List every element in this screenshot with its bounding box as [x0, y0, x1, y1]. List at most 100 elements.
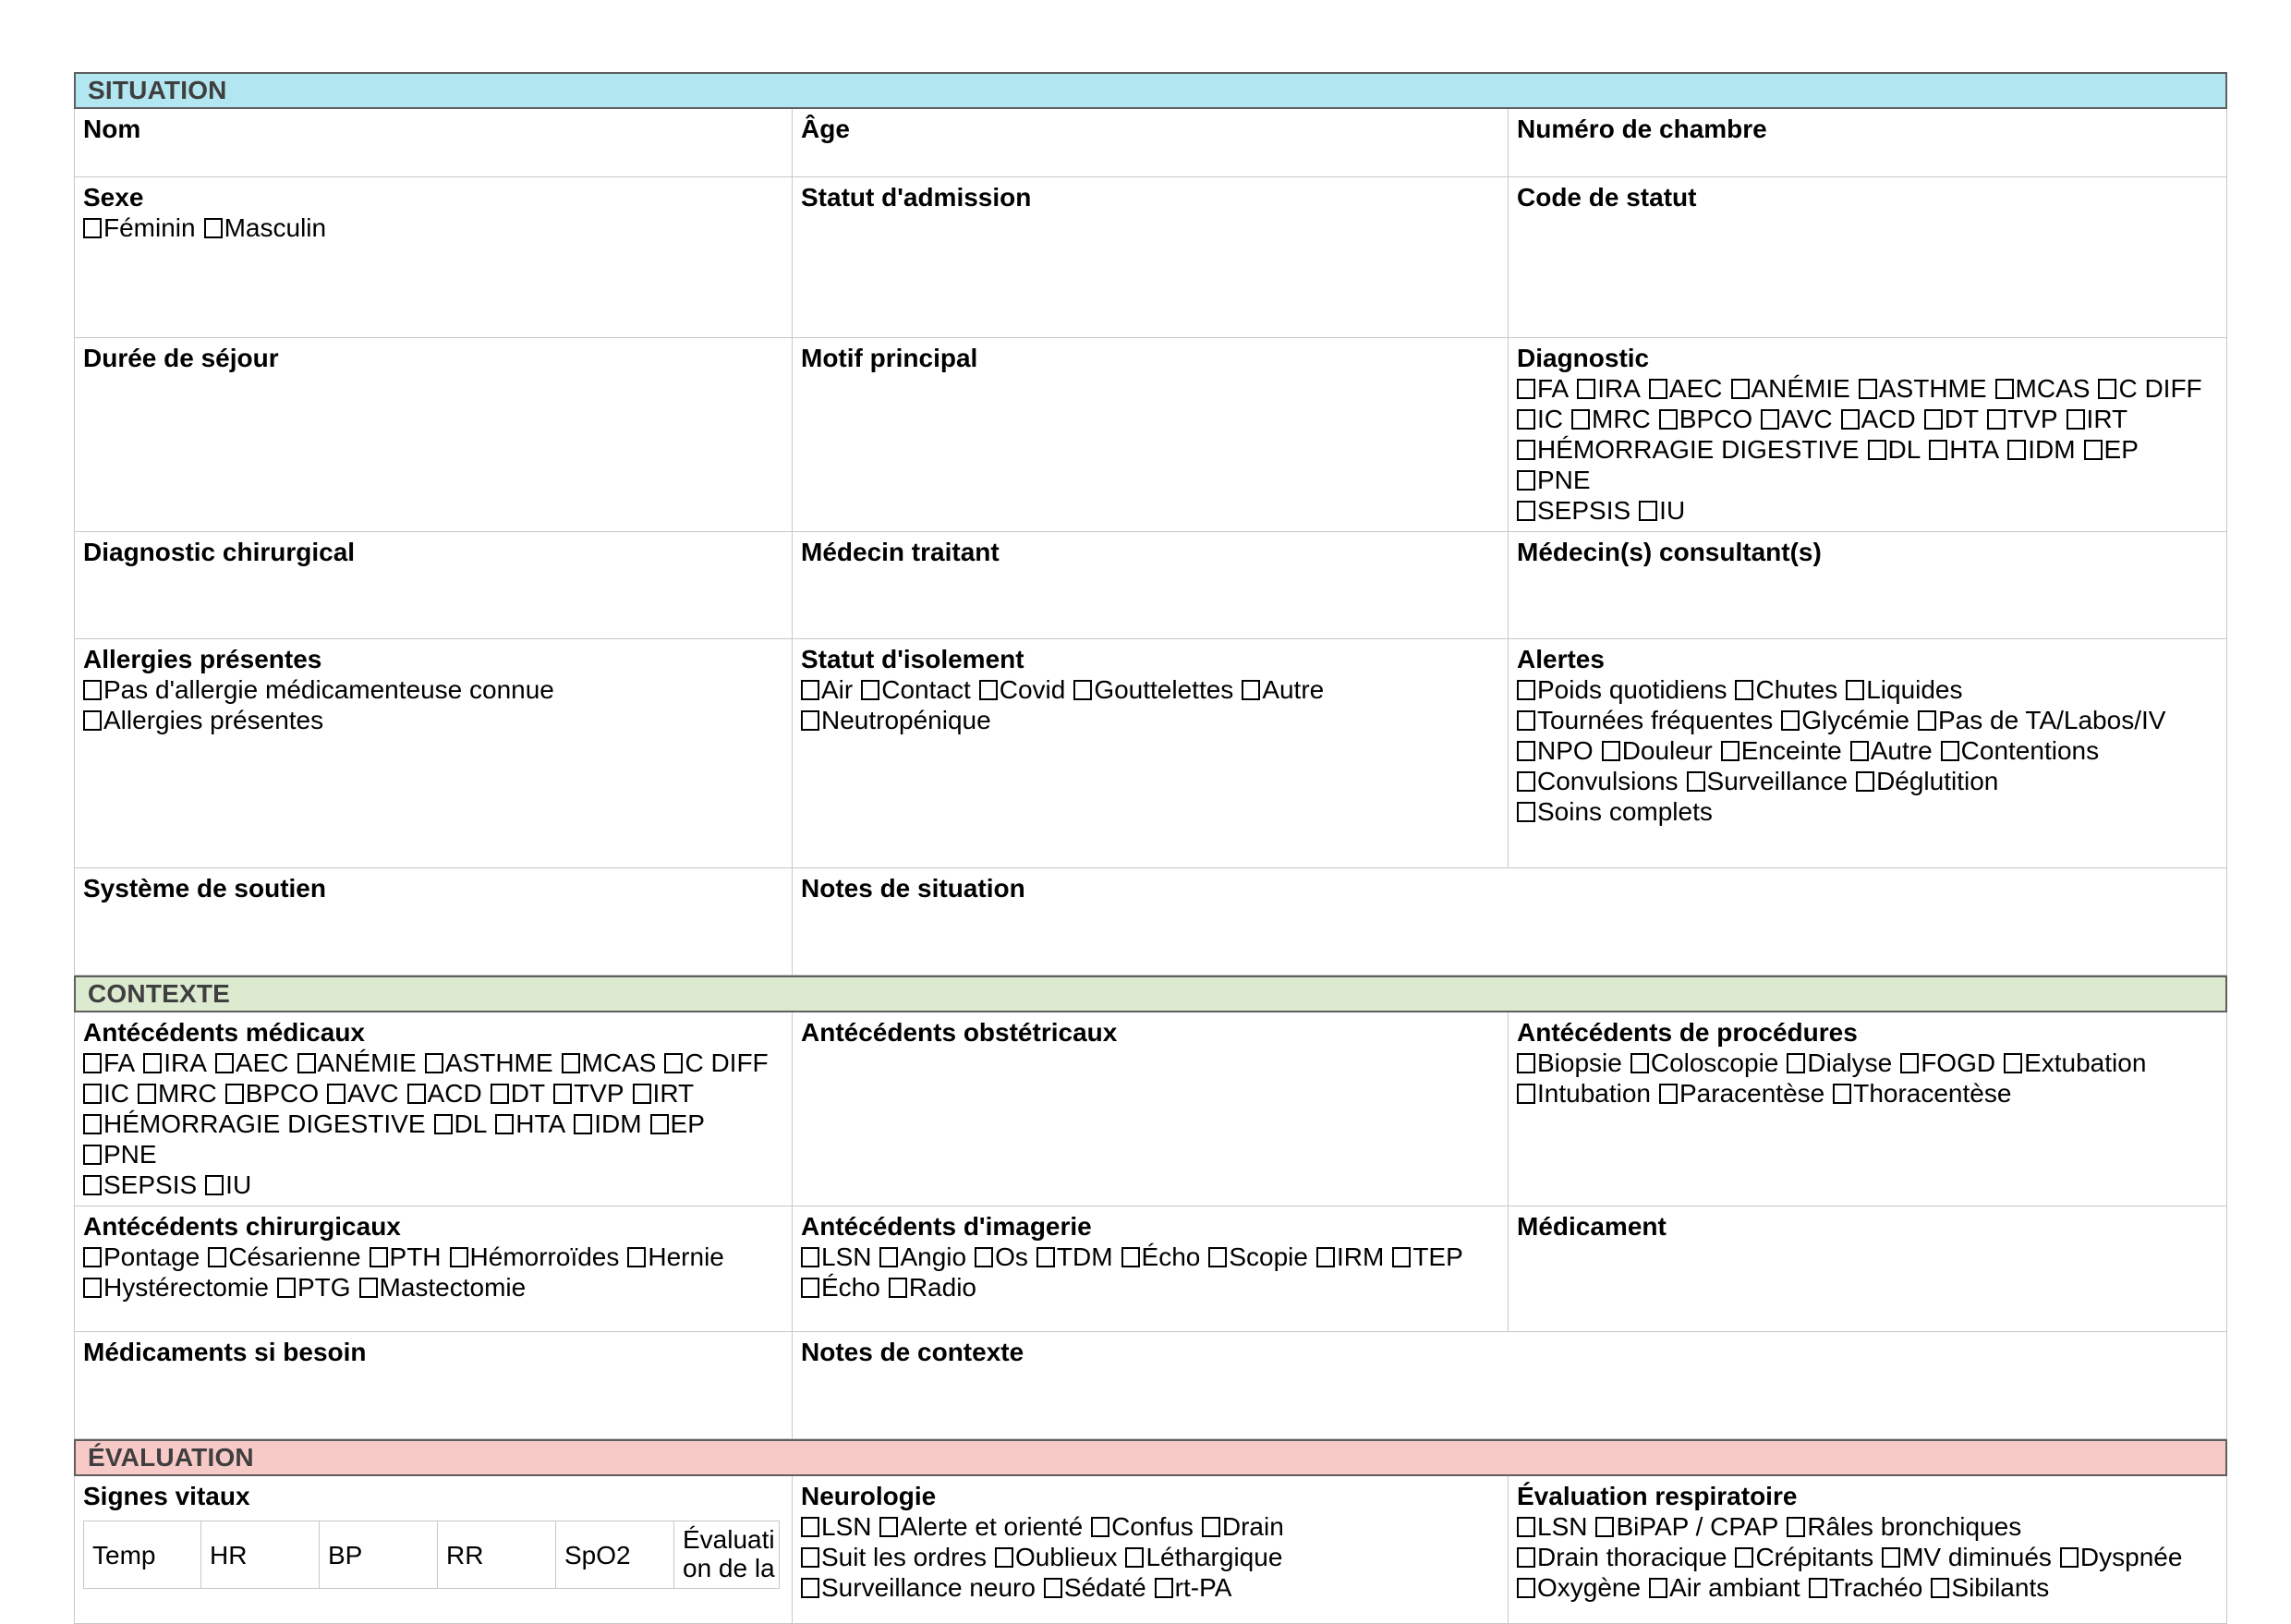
checkbox-icon[interactable] [1931, 1578, 1950, 1598]
checkbox-icon[interactable] [1517, 802, 1535, 822]
checkbox-icon[interactable] [1987, 409, 2006, 430]
checkbox-option[interactable]: DT [490, 1079, 545, 1108]
checkbox-icon[interactable] [1517, 741, 1535, 761]
checkbox-option[interactable]: Pas de TA/Labos/IV [1917, 706, 2165, 734]
checkbox-option[interactable]: IDM [574, 1109, 642, 1138]
checkbox-icon[interactable] [801, 1247, 819, 1267]
checkbox-option[interactable]: Autre [1849, 736, 1933, 765]
checkbox-icon[interactable] [83, 680, 102, 700]
checkbox-icon[interactable] [1882, 1547, 1901, 1568]
field-duree-sejour[interactable]: Durée de séjour [74, 338, 793, 532]
checkbox-icon[interactable] [208, 1247, 227, 1267]
vitals-column-header[interactable]: Temp [83, 1521, 201, 1589]
checkbox-option[interactable]: Hernie [627, 1242, 724, 1271]
checkbox-icon[interactable] [1208, 1247, 1228, 1267]
checkbox-icon[interactable] [801, 1547, 819, 1568]
checkbox-option[interactable]: AEC [1648, 374, 1723, 403]
checkbox-option[interactable]: Contentions [1940, 736, 2099, 765]
checkbox-icon[interactable] [433, 1114, 453, 1134]
checkbox-icon[interactable] [406, 1084, 426, 1104]
checkbox-option[interactable]: IC [1517, 405, 1563, 433]
checkbox-icon[interactable] [1923, 409, 1943, 430]
checkbox-icon[interactable] [2007, 440, 2027, 460]
checkbox-option[interactable]: FA [83, 1048, 135, 1077]
checkbox-option[interactable]: Oublieux [994, 1543, 1117, 1571]
checkbox-icon[interactable] [495, 1114, 515, 1134]
checkbox-icon[interactable] [83, 710, 102, 731]
checkbox-option[interactable]: Intubation [1517, 1079, 1651, 1108]
checkbox-icon[interactable] [83, 1278, 102, 1298]
field-nom[interactable]: Nom [74, 109, 793, 177]
vitals-column-header[interactable]: SpO2 [556, 1521, 674, 1589]
checkbox-option[interactable]: Thoracentèse [1833, 1079, 2011, 1108]
checkbox-option[interactable]: Écho [801, 1273, 880, 1302]
checkbox-icon[interactable] [1994, 379, 2014, 399]
checkbox-option[interactable]: Sédaté [1043, 1573, 1146, 1602]
field-notes-situation[interactable]: Notes de situation [793, 868, 2227, 976]
checkbox-icon[interactable] [2066, 409, 2085, 430]
field-isolement[interactable]: Statut d'isolement Air Contact Covid Goutte… [793, 639, 1509, 868]
checkbox-option[interactable]: BPCO [224, 1079, 319, 1108]
checkbox-option[interactable]: Surveillance [1686, 767, 1848, 795]
checkbox-option[interactable]: Air [801, 675, 853, 704]
field-antecedents-imagerie[interactable]: Antécédents d'imagerie LSN Angio Os TDM Écho… [793, 1206, 1509, 1332]
checkbox-icon[interactable] [978, 680, 998, 700]
field-antecedents-obstetricaux[interactable]: Antécédents obstétricaux [793, 1012, 1509, 1206]
checkbox-icon[interactable] [1595, 1517, 1615, 1537]
checkbox-icon[interactable] [83, 1053, 102, 1073]
checkbox-icon[interactable] [1856, 771, 1875, 792]
checkbox-icon[interactable] [276, 1278, 296, 1298]
checkbox-option[interactable]: AVC [1761, 405, 1833, 433]
checkbox-option[interactable]: Covid [978, 675, 1065, 704]
checkbox-option[interactable]: IRA [143, 1048, 207, 1077]
checkbox-option[interactable]: TVP [553, 1079, 624, 1108]
checkbox-icon[interactable] [83, 1247, 102, 1267]
checkbox-option[interactable]: IRM [1315, 1242, 1384, 1271]
checkbox-option[interactable]: EP [2083, 435, 2139, 464]
checkbox-option[interactable]: Soins complets [1517, 797, 1713, 826]
checkbox-icon[interactable] [561, 1053, 580, 1073]
checkbox-option[interactable]: Mastectomie [358, 1273, 526, 1302]
checkbox-option[interactable]: Masculin [203, 213, 326, 242]
checkbox-option[interactable]: Douleur [1601, 736, 1713, 765]
checkbox-icon[interactable] [975, 1247, 994, 1267]
field-age[interactable]: Âge [793, 109, 1509, 177]
checkbox-option[interactable]: PNE [83, 1140, 157, 1169]
field-alertes[interactable]: Alertes Poids quotidiens Chutes Liquides To… [1509, 639, 2227, 868]
checkbox-icon[interactable] [1517, 1578, 1535, 1598]
checkbox-option[interactable]: Angio [879, 1242, 966, 1271]
checkbox-option[interactable]: ASTHME [1858, 374, 1987, 403]
checkbox-icon[interactable] [1846, 680, 1865, 700]
checkbox-icon[interactable] [1517, 501, 1535, 521]
checkbox-icon[interactable] [801, 1578, 819, 1598]
checkbox-option[interactable]: Drain [1201, 1512, 1284, 1541]
checkbox-icon[interactable] [1867, 440, 1886, 460]
checkbox-option[interactable]: Paracentèse [1659, 1079, 1824, 1108]
checkbox-icon[interactable] [1601, 741, 1620, 761]
checkbox-option[interactable]: Drain thoracique [1517, 1543, 1727, 1571]
field-chambre[interactable]: Numéro de chambre [1509, 109, 2227, 177]
checkbox-icon[interactable] [224, 1084, 244, 1104]
checkbox-icon[interactable] [1833, 1084, 1852, 1104]
checkbox-icon[interactable] [879, 1517, 899, 1537]
checkbox-option[interactable]: Scopie [1208, 1242, 1308, 1271]
field-diagnostic[interactable]: Diagnostic FA IRA AEC ANÉMIE ASTHME MCAS C DIF… [1509, 338, 2227, 532]
checkbox-option[interactable]: HTA [495, 1109, 565, 1138]
checkbox-icon[interactable] [297, 1053, 316, 1073]
checkbox-icon[interactable] [1735, 680, 1754, 700]
checkbox-icon[interactable] [1720, 741, 1739, 761]
checkbox-option[interactable]: Hystérectomie [83, 1273, 269, 1302]
checkbox-icon[interactable] [1517, 409, 1535, 430]
checkbox-option[interactable]: Poids quotidiens [1517, 675, 1727, 704]
checkbox-option[interactable]: AVC [327, 1079, 399, 1108]
field-diagnostic-chirurgical[interactable]: Diagnostic chirurgical [74, 532, 793, 639]
checkbox-option[interactable]: Contact [861, 675, 971, 704]
checkbox-icon[interactable] [627, 1247, 647, 1267]
checkbox-option[interactable]: HÉMORRAGIE DIGESTIVE [1517, 435, 1860, 464]
checkbox-option[interactable]: PTG [276, 1273, 351, 1302]
checkbox-option[interactable]: BPCO [1658, 405, 1752, 433]
checkbox-icon[interactable] [205, 1175, 224, 1195]
checkbox-option[interactable]: IRT [2066, 405, 2127, 433]
checkbox-option[interactable]: MRC [1571, 405, 1651, 433]
checkbox-option[interactable]: Trachéo [1808, 1573, 1922, 1602]
